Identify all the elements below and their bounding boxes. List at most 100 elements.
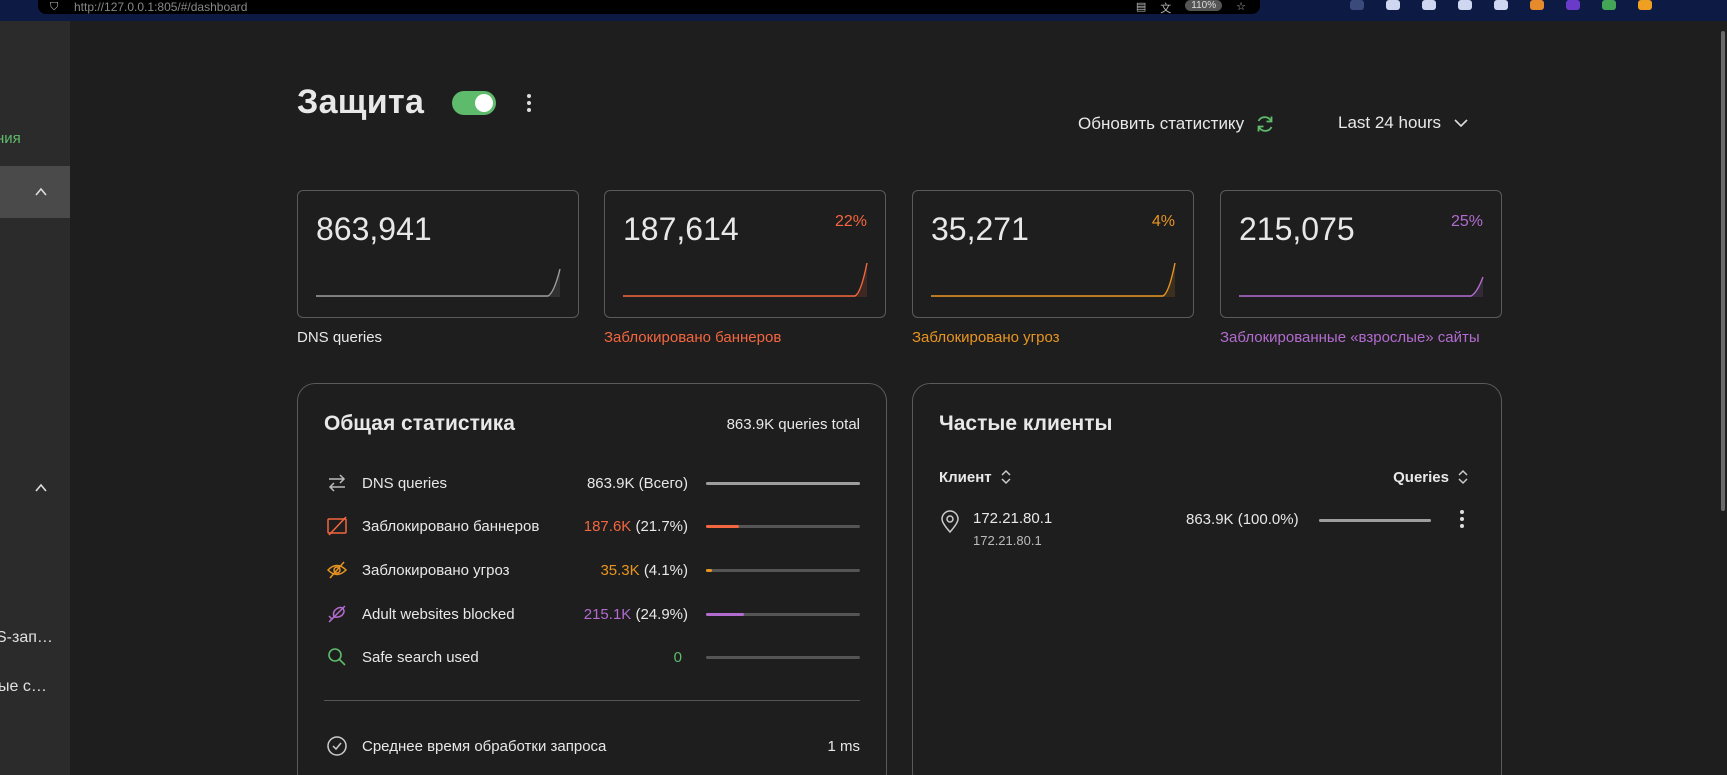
client-queries-value: 863.9K (100.0%) [1186, 511, 1299, 528]
stat-value: 863,941 [316, 211, 432, 247]
progress-bar [706, 655, 860, 659]
page-header: Защита [297, 83, 532, 122]
stat-row-dns-queries[interactable]: DNS queries 863.9K (Всего) [324, 471, 860, 495]
client-menu-icon[interactable] [1460, 510, 1464, 528]
chevron-up-icon[interactable] [34, 481, 48, 495]
site-info-icon[interactable]: ⛉ [50, 1, 59, 13]
location-pin-icon [941, 510, 959, 534]
sparkline [931, 263, 1176, 297]
refresh-icon [1257, 116, 1273, 132]
client-ip: 172.21.80.1 [973, 533, 1042, 548]
page-title: Защита [297, 83, 425, 121]
extension-icon[interactable] [1494, 0, 1508, 10]
sidebar-item-label[interactable]: S-зап… [0, 629, 53, 646]
arrows-swap-icon [324, 471, 350, 495]
avg-time-label: Среднее время обработки запроса [362, 737, 607, 755]
bookmark-star-icon[interactable]: ☆ [1236, 1, 1246, 13]
stat-value: 187,614 [623, 211, 739, 247]
progress-bar [1319, 519, 1431, 522]
stat-row-label: Adult websites blocked [362, 605, 515, 623]
protection-toggle[interactable] [452, 90, 497, 115]
period-label: Last 24 hours [1338, 113, 1442, 132]
progress-bar [706, 568, 860, 572]
adult-blocked-icon [324, 602, 350, 626]
stat-value: 35,271 [931, 211, 1029, 247]
sparkline [316, 268, 561, 297]
period-select[interactable]: Last 24 hours [1338, 113, 1469, 133]
sidebar-item-active[interactable] [0, 166, 70, 218]
stat-row-blocked-adult[interactable]: Adult websites blocked 215.1K (24.9%) [324, 602, 860, 626]
sort-icon [1458, 469, 1468, 485]
progress-bar [706, 612, 860, 616]
stat-row-value: 35.3K (4.1%) [600, 561, 688, 579]
sparkline [623, 263, 868, 297]
sidebar: ния S-зап… ые с… [0, 21, 70, 775]
search-icon [324, 645, 350, 669]
stat-card-blocked-threats[interactable]: 35,271 4% [912, 190, 1194, 318]
stat-row-blocked-ads[interactable]: Заблокировано баннеров 187.6K (21.7%) [324, 514, 860, 538]
sidebar-item-label[interactable]: ния [0, 130, 21, 147]
sidebar-item-label[interactable]: ые с… [0, 678, 47, 695]
stat-label: Заблокировано баннеров [604, 329, 782, 346]
column-header-queries[interactable]: Queries [1393, 468, 1469, 486]
general-stats-panel: Общая статистика 863.9K queries total DN… [297, 383, 887, 775]
top-clients-panel: Частые клиенты Клиент Queries 172.21.80.… [912, 383, 1502, 775]
account-icon[interactable] [1422, 0, 1436, 10]
stat-row-value: 863.9K (Всего) [586, 474, 688, 492]
url-text[interactable]: http://127.0.0.1:805/#/dashboard [74, 0, 248, 14]
stat-card-blocked-adult[interactable]: 215,075 25% [1220, 190, 1502, 318]
download-icon[interactable] [1386, 0, 1400, 10]
refresh-label: Обновить статистику [1078, 114, 1245, 133]
ad-blocked-icon [324, 514, 350, 538]
stat-row-safe-search[interactable]: Safe search used 0 [324, 645, 860, 669]
refresh-stats-button[interactable]: Обновить статистику [1078, 113, 1276, 135]
toggle-knob [475, 93, 494, 112]
panel-title: Частые клиенты [939, 412, 1113, 435]
stat-percent: 25% [1450, 213, 1483, 230]
stat-row-label: Заблокировано баннеров [362, 517, 540, 535]
queries-total: 863.9K queries total [726, 416, 860, 433]
stat-label: DNS queries [297, 329, 383, 346]
stat-card-blocked-ads[interactable]: 187,614 22% [604, 190, 886, 318]
extension-icon[interactable] [1350, 0, 1364, 10]
extension-icons [1350, 0, 1652, 10]
browser-toolbar: ⛉ http://127.0.0.1:805/#/dashboard ▤ 文 1… [0, 0, 1727, 21]
stat-row-value: 215.1K (24.9%) [583, 605, 688, 623]
extension-icon[interactable] [1566, 0, 1580, 10]
client-row[interactable]: 172.21.80.1 172.21.80.1 863.9K (100.0%) [939, 508, 1477, 552]
sort-icon [1001, 469, 1011, 485]
client-name[interactable]: 172.21.80.1 [973, 510, 1053, 527]
check-circle-icon [324, 734, 350, 758]
zoom-level[interactable]: 110% [1185, 0, 1223, 11]
stat-row-label: Safe search used [362, 648, 479, 666]
address-bar[interactable]: ⛉ http://127.0.0.1:805/#/dashboard ▤ 文 1… [38, 0, 1260, 15]
extension-icon[interactable] [1530, 0, 1544, 10]
stat-percent: 22% [834, 213, 867, 230]
page-scrollbar[interactable] [1721, 31, 1725, 511]
column-label: Клиент [939, 468, 992, 486]
adguard-extension-icon[interactable] [1602, 0, 1616, 10]
panel-title: Общая статистика [324, 412, 515, 435]
translate-icon[interactable]: 文 [1160, 3, 1172, 15]
extension-icon[interactable] [1638, 0, 1652, 10]
progress-bar [706, 524, 860, 528]
stat-percent: 4% [1151, 213, 1175, 230]
stat-row-value: 187.6K (21.7%) [583, 517, 688, 535]
stat-row-label: DNS queries [362, 474, 448, 492]
reader-mode-icon[interactable]: ▤ [1135, 1, 1147, 13]
avg-time-value: 1 ms [827, 737, 860, 755]
dashboard: Защита Обновить статистику Last 24 hours… [70, 21, 1727, 775]
column-header-client[interactable]: Клиент [939, 468, 1012, 486]
chevron-down-icon [1454, 119, 1468, 128]
stat-label: Заблокированные «взрослые» сайты [1220, 329, 1480, 346]
sparkline [1239, 276, 1484, 297]
more-menu-icon[interactable] [526, 93, 532, 112]
avg-processing-time-row: Среднее время обработки запроса 1 ms [324, 734, 860, 758]
extension-icon[interactable] [1458, 0, 1472, 10]
stat-card-dns-queries[interactable]: 863,941 [297, 190, 579, 318]
chevron-up-icon [35, 187, 47, 196]
eye-blocked-icon [324, 558, 350, 582]
stat-label: Заблокировано угроз [912, 329, 1060, 346]
stat-row-blocked-threats[interactable]: Заблокировано угроз 35.3K (4.1%) [324, 558, 860, 582]
stat-row-value: 0 [673, 648, 682, 666]
